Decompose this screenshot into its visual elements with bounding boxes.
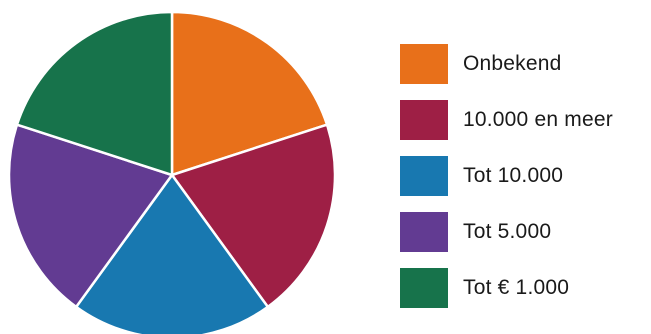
legend-swatch-10000-en-meer [400, 100, 448, 140]
legend-item: Tot 10.000 [400, 156, 651, 196]
legend-swatch-onbekend [400, 44, 448, 84]
legend-item: 10.000 en meer [400, 100, 651, 140]
legend-swatch-tot-10000 [400, 156, 448, 196]
legend-swatch-tot-5000 [400, 212, 448, 252]
legend-label: Tot 10.000 [463, 164, 564, 187]
pie-chart [7, 10, 337, 334]
pie-slice-1 [170, 123, 337, 309]
legend-swatch-tot-1000 [400, 268, 448, 308]
legend: Onbekend 10.000 en meer Tot 10.000 Tot 5… [400, 44, 651, 324]
pie-slice-3 [7, 123, 174, 309]
legend-label: Onbekend [463, 52, 562, 75]
pie-slice-0 [170, 10, 329, 177]
legend-item: Onbekend [400, 44, 651, 84]
legend-label: Tot 5.000 [463, 220, 552, 243]
pie-slice-4 [15, 10, 174, 177]
pie-slice-2 [74, 173, 270, 334]
legend-label: Tot € 1.000 [463, 276, 570, 299]
legend-item: Tot € 1.000 [400, 268, 651, 308]
legend-label: 10.000 en meer [463, 108, 613, 131]
legend-item: Tot 5.000 [400, 212, 651, 252]
